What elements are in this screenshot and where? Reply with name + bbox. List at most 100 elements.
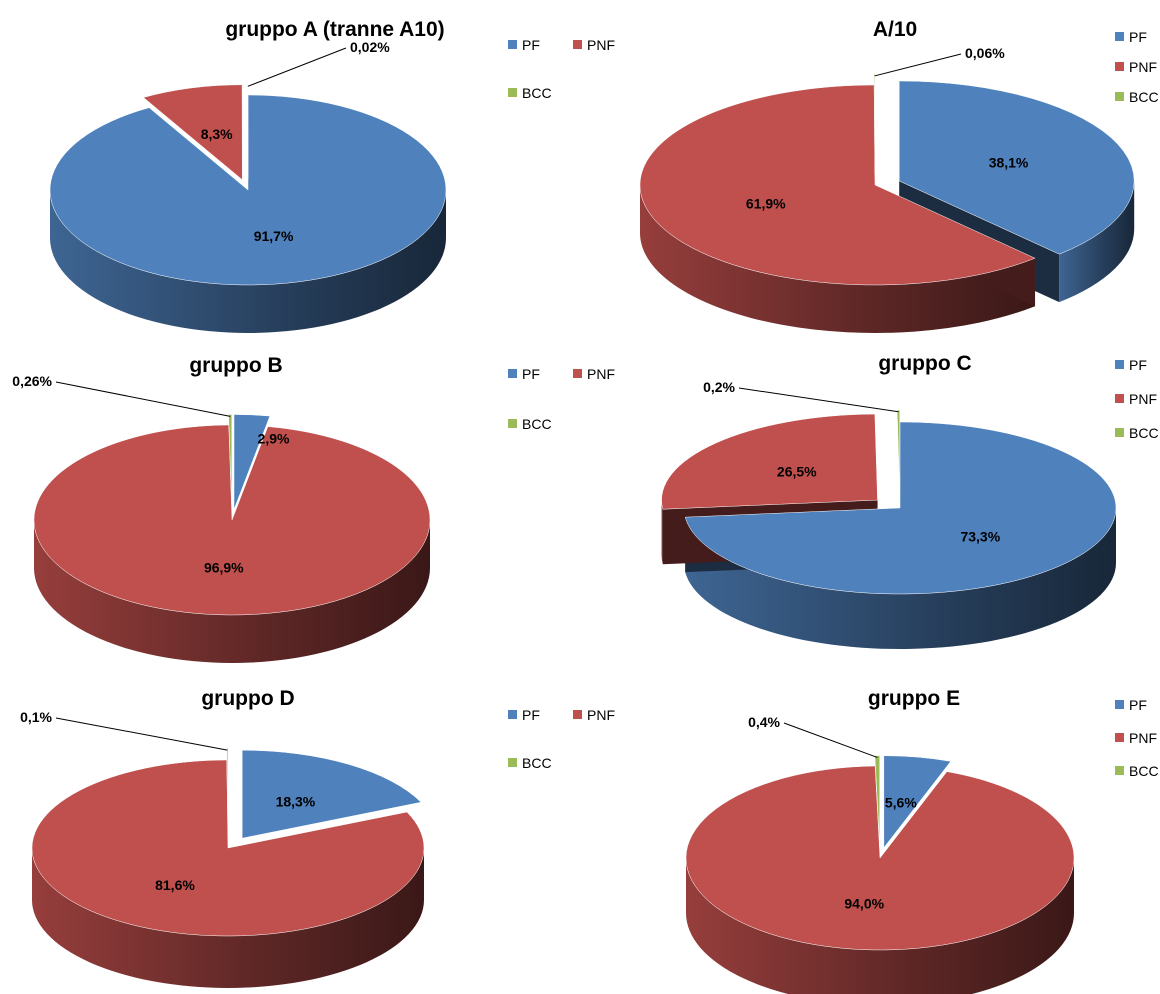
legend: PF PNF BCC bbox=[1115, 29, 1159, 105]
legend-swatch-pnf bbox=[573, 40, 582, 49]
legend: PF PNF BCC bbox=[1115, 357, 1159, 441]
slice-bcc bbox=[228, 414, 233, 510]
pie-slices bbox=[31, 748, 425, 988]
data-label-pf: 18,3% bbox=[276, 793, 316, 809]
label-leader-bcc bbox=[55, 717, 228, 751]
slice-pnf bbox=[661, 413, 878, 510]
legend-label-pnf: PNF bbox=[1129, 391, 1157, 407]
chart-title: gruppo D bbox=[201, 687, 294, 710]
slice-bcc bbox=[873, 73, 876, 174]
data-label-pf: 73,3% bbox=[960, 529, 1000, 545]
legend-swatch-pf bbox=[1115, 32, 1124, 41]
data-label-bcc: 0,4% bbox=[748, 714, 780, 730]
chart-title: gruppo C bbox=[878, 352, 971, 375]
legend-label-bcc: BCC bbox=[1129, 89, 1159, 105]
label-leader-bcc bbox=[783, 722, 878, 758]
legend: PF PNF BCC bbox=[508, 707, 615, 771]
legend-label-pnf: PNF bbox=[587, 707, 615, 723]
label-leader-bcc bbox=[55, 381, 231, 417]
chart-gruppo-e: gruppo E 5,6% 94,0% 0,4% PF PNF BCC bbox=[685, 687, 1159, 994]
slice-pnf bbox=[31, 759, 425, 937]
data-label-pf: 91,7% bbox=[254, 228, 294, 244]
slice-side-pnf bbox=[34, 520, 430, 663]
data-label-bcc: 0,02% bbox=[350, 39, 390, 55]
legend: PF PNF BCC bbox=[508, 366, 615, 432]
chart-gruppo-a-tranne-a10: gruppo A (tranne A10) 91,7% 8,3% 0,02% PF PNF… bbox=[49, 18, 615, 333]
slice-side-pnf bbox=[686, 858, 1074, 994]
slice-pf bbox=[684, 421, 1117, 595]
legend-swatch-bcc bbox=[508, 419, 517, 428]
slice-pnf bbox=[142, 84, 243, 181]
data-label-pnf: 26,5% bbox=[777, 464, 817, 480]
data-label-pf: 2,9% bbox=[258, 431, 290, 447]
legend-label-bcc: BCC bbox=[1129, 763, 1159, 779]
legend-label-bcc: BCC bbox=[522, 755, 552, 771]
legend: PF PNF BCC bbox=[508, 37, 615, 101]
legend-label-pf: PF bbox=[1129, 697, 1147, 713]
chart-gruppo-d: gruppo D 18,3% 81,6% 0,1% PF PNF BCC bbox=[20, 687, 615, 988]
chart-gruppo-b: gruppo B 2,9% 96,9% 0,26% PF PNF BCC bbox=[12, 354, 615, 663]
slice-pf bbox=[233, 414, 271, 510]
data-label-pnf: 81,6% bbox=[155, 877, 195, 893]
label-leader-bcc bbox=[247, 47, 347, 87]
data-label-bcc: 0,2% bbox=[703, 379, 735, 395]
chart-gruppo-c: gruppo C 73,3% 26,5% 0,2% PF PNF BCC bbox=[661, 352, 1159, 649]
chart-a-10: A/10 38,1% 61,9% 0,06% PF PNF BCC bbox=[639, 18, 1159, 333]
legend-swatch-bcc bbox=[508, 88, 517, 97]
data-label-pf: 38,1% bbox=[989, 155, 1029, 171]
chart-title: gruppo B bbox=[189, 354, 282, 377]
legend-label-pnf: PNF bbox=[587, 37, 615, 53]
data-label-bcc: 0,1% bbox=[20, 709, 52, 725]
legend-swatch-pnf bbox=[1115, 394, 1124, 403]
data-label-pnf: 61,9% bbox=[746, 195, 786, 211]
legend-swatch-pnf bbox=[573, 710, 582, 719]
chart-title: gruppo E bbox=[868, 687, 960, 710]
pie-slices bbox=[49, 84, 447, 333]
slice-pf bbox=[883, 755, 952, 849]
legend-label-bcc: BCC bbox=[522, 85, 552, 101]
legend-label-pf: PF bbox=[1129, 29, 1147, 45]
pie-slices bbox=[33, 414, 431, 663]
legend-label-bcc: BCC bbox=[1129, 425, 1159, 441]
data-label-pnf: 96,9% bbox=[204, 559, 244, 575]
legend-swatch-pf bbox=[508, 369, 517, 378]
slice-side-pf bbox=[685, 508, 1116, 649]
slice-side-pnf bbox=[661, 500, 663, 565]
legend: PF PNF BCC bbox=[1115, 697, 1159, 779]
legend-swatch-bcc bbox=[508, 758, 517, 767]
slice-side-pf bbox=[1059, 180, 1135, 303]
slice-side-pf bbox=[50, 190, 446, 333]
data-label-bcc: 0,26% bbox=[12, 373, 52, 389]
pie-slices bbox=[685, 755, 1075, 994]
legend-swatch-pf bbox=[1115, 360, 1124, 369]
legend-swatch-bcc bbox=[1115, 428, 1124, 437]
legend-label-pnf: PNF bbox=[587, 366, 615, 382]
pie-slices bbox=[639, 73, 1135, 333]
legend-swatch-pf bbox=[508, 40, 517, 49]
legend-swatch-bcc bbox=[1115, 766, 1124, 775]
label-leader-bcc bbox=[738, 387, 899, 413]
legend-swatch-pf bbox=[1115, 700, 1124, 709]
legend-swatch-bcc bbox=[1115, 92, 1124, 101]
slice-bcc bbox=[896, 409, 901, 497]
legend-label-pf: PF bbox=[522, 366, 540, 382]
slice-pf bbox=[49, 94, 447, 286]
slice-bcc bbox=[874, 755, 880, 848]
legend-swatch-pnf bbox=[1115, 733, 1124, 742]
data-label-pnf: 94,0% bbox=[844, 895, 884, 911]
chart-title: A/10 bbox=[873, 18, 917, 41]
legend-swatch-pf bbox=[508, 710, 517, 719]
label-leader-bcc bbox=[874, 53, 962, 77]
slice-side-pnf bbox=[639, 185, 1036, 333]
legend-label-pnf: PNF bbox=[1129, 730, 1157, 746]
legend-label-pnf: PNF bbox=[1129, 59, 1157, 75]
slice-pnf bbox=[685, 765, 1075, 951]
pie-slices bbox=[661, 409, 1117, 649]
slice-pf bbox=[898, 80, 1135, 255]
chart-title: gruppo A (tranne A10) bbox=[225, 18, 444, 41]
slice-pnf bbox=[33, 424, 431, 616]
legend-label-pf: PF bbox=[522, 707, 540, 723]
slice-pf bbox=[241, 749, 422, 839]
data-label-pf: 5,6% bbox=[885, 794, 917, 810]
